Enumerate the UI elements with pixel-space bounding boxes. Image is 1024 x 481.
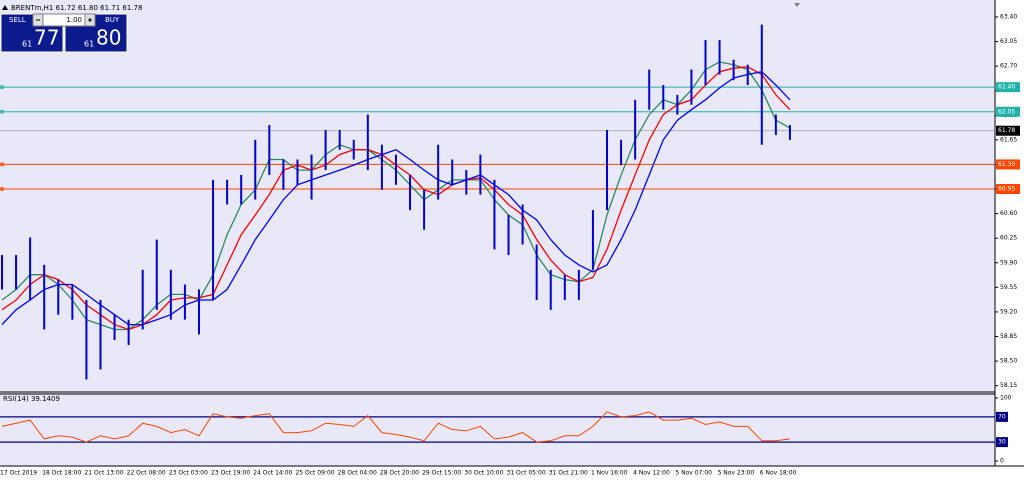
x-tick-label: 31 Oct 05:00 (507, 470, 546, 477)
y-tick-label: 63.40 (1000, 13, 1017, 20)
level-label: 62.40 (998, 84, 1015, 91)
sell-label: SELL (9, 16, 26, 24)
shift-marker (794, 3, 800, 7)
level-handle[interactable] (0, 187, 4, 192)
x-tick-label: 1 Nov 16:00 (591, 470, 628, 477)
level-label-bg (996, 106, 1020, 117)
x-tick-label: 17 Oct 2019 (0, 470, 37, 477)
y-tick-label: 59.90 (1000, 259, 1017, 266)
current-price-bg (996, 125, 1020, 136)
rsi-y-tick-label: 100 (1000, 395, 1012, 402)
level-label-bg (996, 82, 1020, 93)
x-tick-label: 25 Oct 09:00 (295, 470, 334, 477)
level-label-bg (996, 159, 1020, 170)
level-label: 61.30 (998, 161, 1015, 168)
level-handle[interactable] (0, 109, 4, 114)
plot-layer: 58.15 58.50 58.85 59.20 59.55 59.90 60.25 60.60… (0, 13, 1020, 477)
rsi-level-label: 70 (998, 413, 1006, 420)
current-price-label: 61.78 (998, 127, 1015, 134)
collapse-icon[interactable] (2, 5, 8, 10)
x-tick-label: 23 Oct 03:00 (169, 470, 208, 477)
x-tick-label: 30 Oct 10:00 (464, 470, 503, 477)
x-tick-label: 5 Nov 07:00 (675, 470, 712, 477)
y-tick-label: 62.70 (1000, 63, 1017, 70)
y-tick-label: 63.05 (1000, 38, 1017, 45)
rsi-level-bg (996, 437, 1008, 448)
y-tick-label: 58.50 (1000, 358, 1017, 365)
buy-price-small: 80 (96, 26, 121, 50)
rsi-y-tick-label: 0 (1000, 458, 1004, 465)
level-handle[interactable] (0, 85, 4, 90)
y-tick-label: 59.20 (1000, 308, 1017, 315)
x-tick-label: 5 Nov 23:00 (718, 470, 755, 477)
level-handle[interactable] (0, 162, 4, 167)
x-tick-label: 28 Oct 20:00 (380, 470, 419, 477)
x-tick-label: 28 Oct 04:00 (338, 470, 377, 477)
sell-price-big: 61 (22, 40, 32, 49)
x-tick-label: 18 Oct 18:00 (42, 470, 81, 477)
x-tick-label: 31 Oct 21:00 (549, 470, 588, 477)
x-tick-label: 24 Oct 14:00 (253, 470, 292, 477)
chart-title: BRENTm,H1 61.72 61.80 61.71 61.78 (11, 4, 142, 12)
rsi-title: RSI(14) 39.1409 (3, 395, 60, 403)
plot-background (0, 0, 995, 466)
y-tick-label: 59.55 (1000, 284, 1017, 291)
y-tick-label: 60.60 (1000, 210, 1017, 217)
rsi-line (1, 411, 790, 443)
rsi-level-bg (996, 411, 1008, 422)
buy-label: BUY (105, 16, 120, 24)
buy-price-big: 61 (84, 40, 94, 49)
y-tick-label: 60.25 (1000, 235, 1017, 242)
x-tick-label: 23 Oct 19:00 (211, 470, 250, 477)
level-label-bg (996, 184, 1020, 195)
lot-value: 1.00 (66, 16, 82, 24)
price-axis-area (995, 0, 1024, 466)
rsi-level-label: 30 (998, 439, 1006, 446)
level-label: 60.95 (998, 186, 1015, 193)
x-tick-label: 22 Oct 08:00 (127, 470, 166, 477)
x-tick-label: 6 Nov 18:00 (760, 470, 797, 477)
x-tick-label: 21 Oct 13:00 (84, 470, 123, 477)
x-tick-label: 4 Nov 12:00 (633, 470, 670, 477)
y-tick-label: 58.85 (1000, 333, 1017, 340)
x-tick-label: 29 Oct 15:00 (422, 470, 461, 477)
sell-price-small: 77 (34, 26, 59, 50)
y-tick-label: 58.15 (1000, 382, 1017, 389)
y-tick-label: 61.65 (1000, 136, 1017, 143)
level-label: 62.05 (998, 108, 1015, 115)
indicator-line (1, 70, 791, 326)
